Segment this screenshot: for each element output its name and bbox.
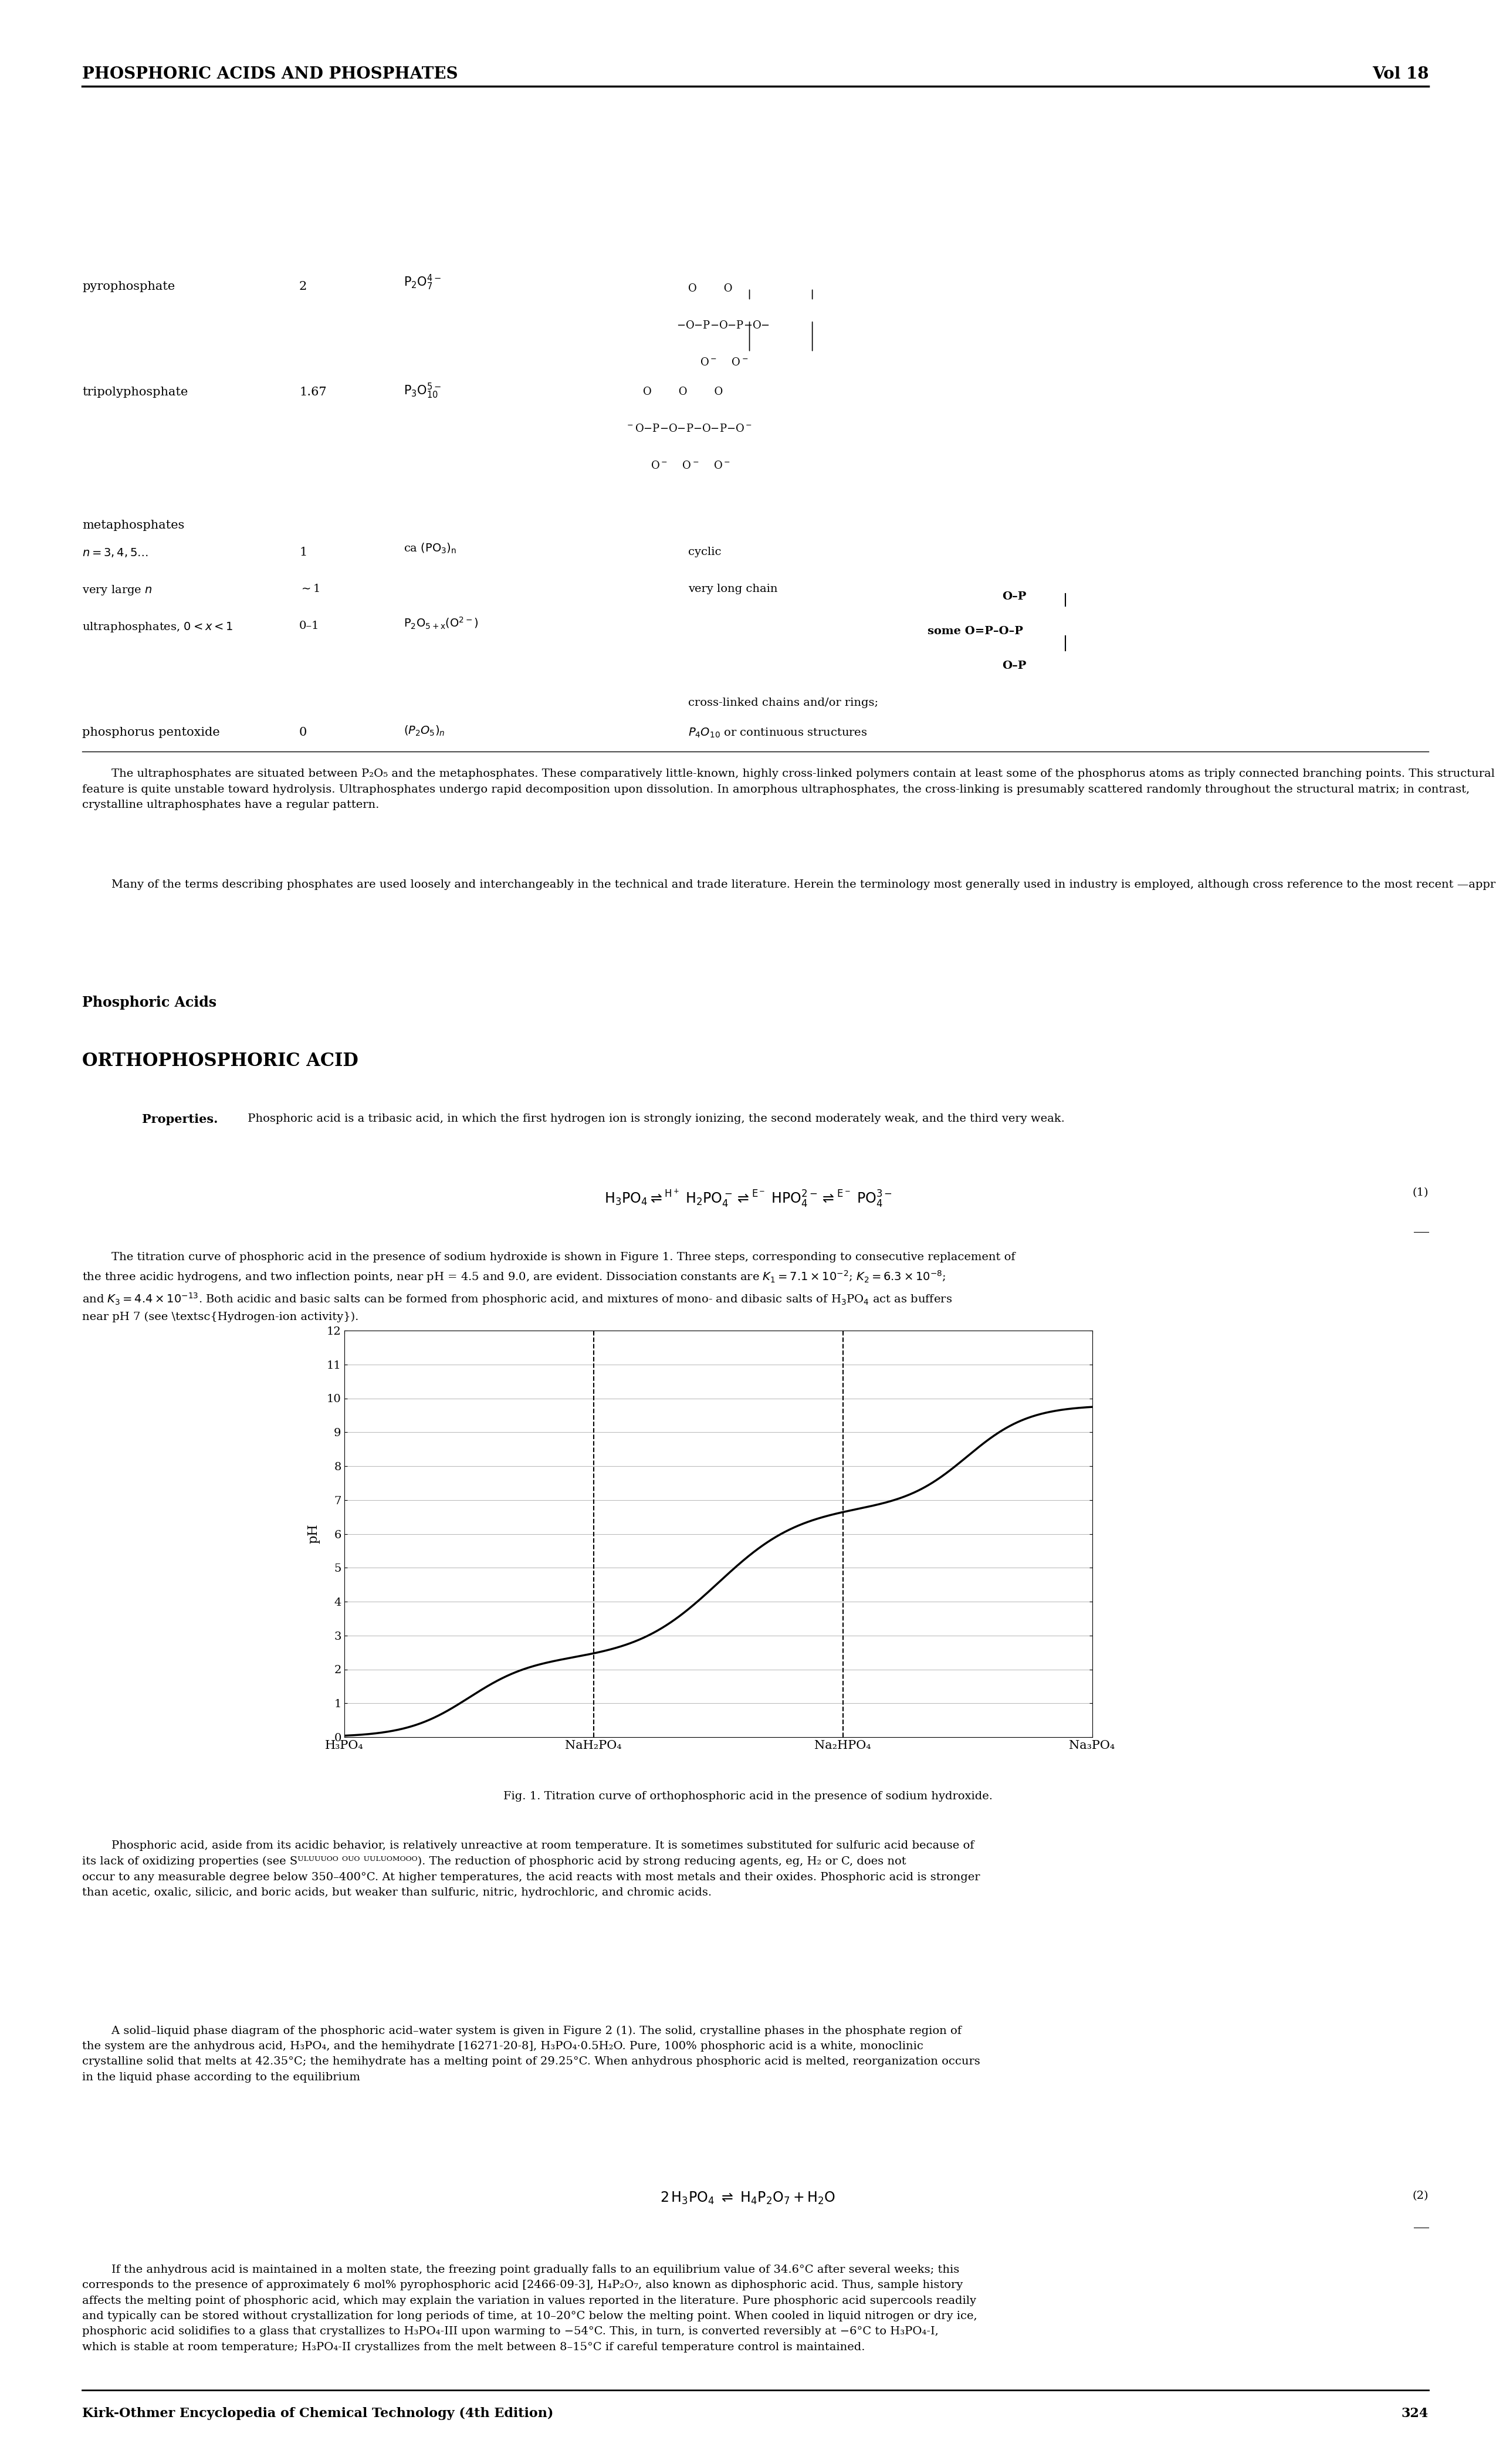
Text: $\sim$1: $\sim$1 [299,584,320,594]
Text: $2\,\mathrm{H_3PO_4}\ \rightleftharpoons\ \mathrm{H_4P_2O_7} + \mathrm{H_2O}$: $2\,\mathrm{H_3PO_4}\ \rightleftharpoons… [660,2190,836,2205]
Text: Many of the terms describing phosphates are used loosely and interchangeably in : Many of the terms describing phosphates … [82,880,1496,890]
Text: tripolyphosphate: tripolyphosphate [82,387,188,399]
Text: cross-linked chains and/or rings;: cross-linked chains and/or rings; [688,697,878,707]
Text: O–P: O–P [1002,660,1026,670]
Text: If the anhydrous acid is maintained in a molten state, the freezing point gradua: If the anhydrous acid is maintained in a… [82,2264,977,2353]
Text: The ultraphosphates are situated between P₂O₅ and the metaphosphates. These comp: The ultraphosphates are situated between… [82,769,1495,811]
Text: $P_4O_{10}$ or continuous structures: $P_4O_{10}$ or continuous structures [688,727,868,739]
Text: very large $n$: very large $n$ [82,584,153,596]
Text: A solid–liquid phase diagram of the phosphoric acid–water system is given in Fig: A solid–liquid phase diagram of the phos… [82,2025,980,2082]
Text: $\mathrm{H_3PO_4 \rightleftharpoons^{H^+}\ H_2PO_4^- \rightleftharpoons^{E^-}\ H: $\mathrm{H_3PO_4 \rightleftharpoons^{H^+… [604,1188,892,1210]
Text: O        O        O: O O O [643,387,723,397]
Text: Phosphoric acid is a tribasic acid, in which the first hydrogen ion is strongly : Phosphoric acid is a tribasic acid, in w… [244,1114,1065,1124]
Text: $-$O$-$P$-$O$-$P$-$O$-$: $-$O$-$P$-$O$-$P$-$O$-$ [676,320,769,330]
Text: Fig. 1. Titration curve of orthophosphoric acid in the presence of sodium hydrox: Fig. 1. Titration curve of orthophosphor… [503,1791,993,1801]
Text: $^-$O$-$P$-$O$-$P$-$O$-$P$-$O$^-$: $^-$O$-$P$-$O$-$P$-$O$-$P$-$O$^-$ [625,424,752,434]
Text: $(P_2O_5)_n$: $(P_2O_5)_n$ [404,724,446,737]
Text: metaphosphates: metaphosphates [82,520,184,532]
Text: 0: 0 [299,727,307,739]
Text: cyclic: cyclic [688,547,721,557]
Text: $\mathrm{P_3O_{10}^{5-}}$: $\mathrm{P_3O_{10}^{5-}}$ [404,382,441,399]
Text: 0–1: 0–1 [299,621,320,631]
Text: PHOSPHORIC ACIDS AND PHOSPHATES: PHOSPHORIC ACIDS AND PHOSPHATES [82,67,458,81]
Text: The titration curve of phosphoric acid in the presence of sodium hydroxide is sh: The titration curve of phosphoric acid i… [82,1252,1016,1323]
Text: Phosphoric Acids: Phosphoric Acids [82,995,217,1010]
Text: ca $\mathrm{(PO_3)_n}$: ca $\mathrm{(PO_3)_n}$ [404,542,456,554]
Text: $n = 3, 4, 5\ldots$: $n = 3, 4, 5\ldots$ [82,547,148,559]
Text: Phosphoric acid, aside from its acidic behavior, is relatively unreactive at roo: Phosphoric acid, aside from its acidic b… [82,1841,980,1897]
Text: $\mathrm{P_2O_7^{4-}}$: $\mathrm{P_2O_7^{4-}}$ [404,274,441,291]
Text: pyrophosphate: pyrophosphate [82,281,175,293]
Text: 1.67: 1.67 [299,387,326,399]
Text: Vol 18: Vol 18 [1372,67,1429,81]
Text: (1): (1) [1412,1188,1429,1198]
Text: O        O: O O [688,283,733,293]
Text: Kirk-Othmer Encyclopedia of Chemical Technology (4th Edition): Kirk-Othmer Encyclopedia of Chemical Tec… [82,2407,554,2420]
Text: Properties.: Properties. [142,1114,218,1126]
Text: O$^-$    O$^-$: O$^-$ O$^-$ [700,357,748,367]
Text: O–P: O–P [1002,591,1026,601]
Text: very long chain: very long chain [688,584,778,594]
Text: O$^-$    O$^-$    O$^-$: O$^-$ O$^-$ O$^-$ [651,461,730,471]
Text: ORTHOPHOSPHORIC ACID: ORTHOPHOSPHORIC ACID [82,1052,359,1069]
Text: $\mathrm{P_2O_{5+x}(O^{2-})}$: $\mathrm{P_2O_{5+x}(O^{2-})}$ [404,616,479,631]
Text: (2): (2) [1412,2190,1429,2200]
Text: 2: 2 [299,281,307,293]
Text: ultraphosphates, $0 < x < 1$: ultraphosphates, $0 < x < 1$ [82,621,233,633]
Text: phosphorus pentoxide: phosphorus pentoxide [82,727,220,739]
Text: 324: 324 [1402,2407,1429,2420]
Text: some O=P–O–P: some O=P–O–P [928,626,1023,636]
Text: 1: 1 [299,547,307,559]
Y-axis label: pH: pH [307,1523,320,1545]
